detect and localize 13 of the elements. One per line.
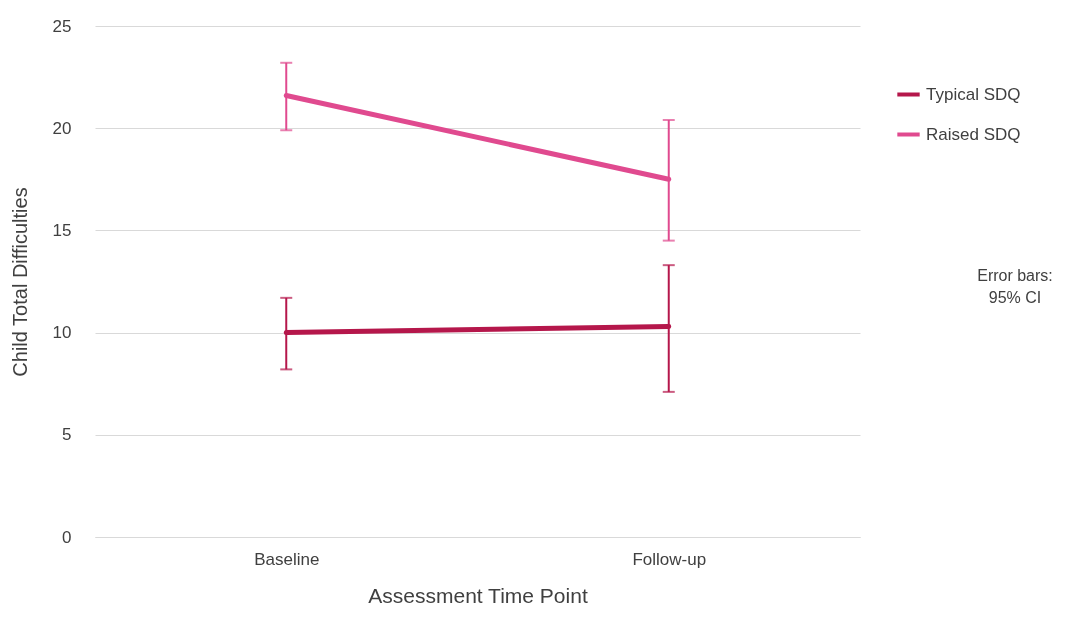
text: Error bars: 95% CI	[977, 267, 1053, 306]
y-tick-label: 25	[52, 16, 72, 36]
x-tick-label: Follow-up	[632, 549, 707, 569]
x-tick-label: Baseline	[254, 549, 320, 569]
legend-label: Raised SDQ	[926, 124, 1021, 144]
y-tick-label: 15	[52, 220, 72, 240]
y-tick-label: 10	[52, 323, 72, 343]
y-tick-label: 20	[52, 118, 72, 138]
x-axis-title: Assessment Time Point	[368, 583, 588, 607]
y-axis-title: Child Total Difficulties	[8, 187, 31, 377]
y-tick-label: 5	[62, 425, 72, 445]
legend-label: Typical SDQ	[926, 84, 1021, 104]
y-tick-label: 0	[62, 527, 72, 547]
